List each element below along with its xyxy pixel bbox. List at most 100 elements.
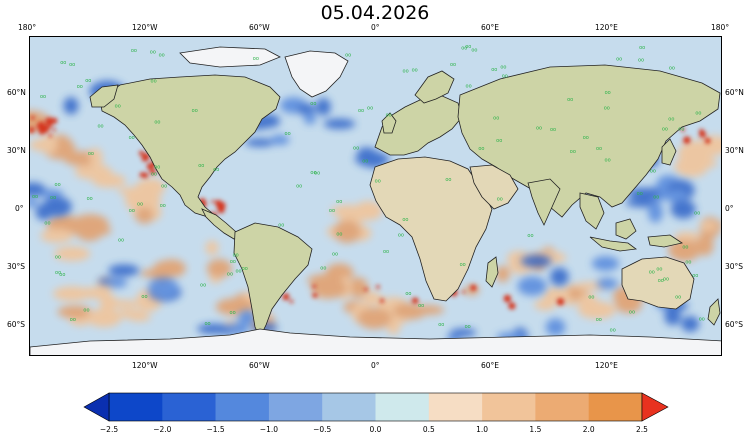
cold-anomaly-patch [244,138,275,147]
scandinavia [414,70,455,104]
observation-marker: oo [629,310,635,316]
colorbar-bin [482,393,536,421]
observation-marker: oo [32,194,38,200]
warm-anomaly-patch [348,277,369,298]
arctic-islands [179,46,281,68]
warm-anomaly-patch [674,156,709,178]
observation-marker: oo [596,317,602,323]
observation-marker: oo [345,53,351,59]
observation-marker: oo [497,197,503,203]
hot-spot [149,168,157,175]
hot-spot [37,121,45,129]
cold-anomaly-patch [354,152,390,166]
lat-tick-left: 30°N [7,146,26,155]
observation-marker: oo [527,233,533,239]
observation-marker: oo [616,57,622,63]
observation-marker: oo [398,232,404,238]
hot-spot [30,115,35,120]
observation-marker: oo [669,66,675,72]
warm-anomaly-patch [89,147,103,170]
observation-marker: oo [604,106,610,112]
warm-anomaly-patch [135,207,154,224]
observation-marker: oo [310,170,316,176]
hot-spot [48,134,53,138]
cold-anomaly-patch [63,97,79,115]
observation-marker: oo [405,291,411,297]
observation-markers: oo oo oo oo oo oo oo oo oo oo oo oo oo oo oo oo oo oo oo oo… [32,44,705,334]
new-zealand [707,298,721,326]
observation-marker: oo [85,78,91,84]
observation-marker: oo [466,83,472,89]
lon-tick-bottom: 0° [371,361,380,370]
madagascar [485,256,499,288]
hot-spot [51,117,58,124]
hot-spot [470,284,477,291]
observation-marker: oo [44,221,50,227]
lat-tick-right: 30°S [725,262,744,271]
hot-spot [138,150,144,156]
lat-tick-left: 60°N [7,88,26,97]
hot-spot [363,287,368,292]
africa [369,156,493,302]
observation-marker: oo [235,268,241,274]
observation-marker: oo [161,183,167,189]
observation-marker: oo [658,278,664,284]
observation-marker: oo [461,45,467,51]
observation-marker: oo [460,262,466,268]
hot-spot [379,298,385,303]
observation-marker: oo [278,222,284,228]
lat-tick-left: 30°S [7,262,26,271]
lat-tick-right: 60°N [725,88,744,97]
observation-marker: oo [285,131,291,137]
hot-spot [220,203,226,209]
india [527,178,561,226]
observation-marker: oo [653,195,659,201]
colorbar-tick-label: 2.0 [582,425,595,434]
observation-marker: oo [478,146,484,152]
observation-marker: oo [242,266,248,272]
observation-marker: oo [500,65,506,71]
observation-marker: oo [55,255,61,261]
warm-anomaly-patch [135,178,166,197]
observation-marker: oo [367,106,373,112]
observation-marker: oo [638,57,644,63]
colorbar-tick-label: 2.5 [636,425,648,434]
hot-spot [289,299,294,304]
lon-tick-top: 120°E [595,23,618,32]
observation-marker: oo [567,97,573,103]
observation-marker: oo [493,116,499,122]
cold-anomaly-patch [323,118,356,130]
warm-anomaly-patch [676,146,715,162]
hot-spot [699,130,707,138]
observation-marker: oo [230,310,236,316]
observation-marker: oo [213,167,219,173]
lon-tick-bottom: 60°E [481,361,500,370]
observation-marker: oo [639,45,645,51]
cold-anomaly-patch [591,256,620,271]
observation-marker: oo [502,74,508,80]
cold-anomaly-patch [450,328,477,337]
colorbar-tick-label: −2.0 [153,425,172,434]
warm-anomaly-patch [357,307,392,330]
observation-marker: oo [362,159,368,165]
observation-marker: oo [402,217,408,223]
observation-marker: oo [160,203,166,209]
warm-anomaly-patch [139,269,173,278]
observation-marker: oo [596,146,602,152]
observation-marker: oo [50,195,56,201]
observation-marker: oo [445,177,451,183]
arabia [469,164,519,210]
observation-marker: oo [694,211,700,217]
cold-anomaly-patch [596,277,618,290]
observation-marker: oo [465,324,471,330]
south-america [233,222,313,338]
colorbar-tick-label: 1.5 [529,425,542,434]
cold-anomaly-patch [520,254,552,268]
observation-marker: oo [233,253,239,259]
observation-marker: oo [59,272,65,278]
observation-marker: oo [40,94,46,100]
observation-marker: oo [496,138,502,144]
observation-marker: oo [663,276,669,282]
colorbar-bin [375,393,430,421]
map-panel[interactable]: oo oo oo oo oo oo oo oo oo oo oo oo oo oo oo oo oo oo oo oo… [29,36,722,356]
